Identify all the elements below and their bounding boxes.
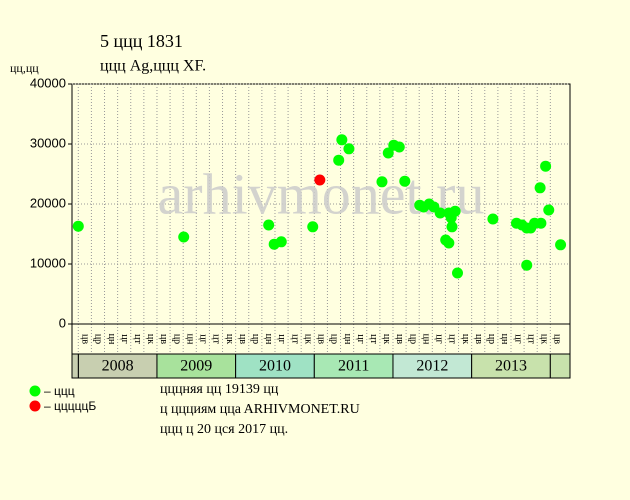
year-label: 2011: [338, 358, 369, 375]
period-label: цт: [447, 334, 458, 344]
period-label: цн: [420, 334, 431, 345]
period-label: цр: [329, 334, 340, 344]
period-label: цн: [184, 334, 195, 345]
point: [314, 174, 326, 186]
point: [382, 147, 394, 159]
period-label: цр: [93, 334, 104, 344]
legend-marker: [29, 400, 41, 412]
year-band: [471, 353, 551, 379]
year-band: [549, 353, 571, 379]
year-label: 2013: [495, 358, 527, 375]
period-label: цт: [289, 334, 300, 344]
period-label: цв: [80, 334, 91, 344]
point: [178, 231, 190, 243]
y-tick-label: 10000: [30, 255, 66, 270]
point: [336, 134, 348, 146]
year-band: [392, 353, 473, 379]
period-label: цк: [224, 334, 235, 344]
period-label: цв: [316, 334, 327, 344]
period-label: цв: [473, 334, 484, 344]
point: [449, 205, 461, 217]
y-tick-label: 30000: [30, 135, 66, 150]
point: [263, 219, 275, 231]
period-label: цг: [119, 334, 130, 343]
y-axis-label: цц,цц: [10, 61, 39, 75]
period-label: цв: [237, 334, 248, 344]
year-label: 2010: [259, 358, 291, 375]
point: [535, 217, 547, 229]
point: [443, 237, 455, 249]
point: [540, 160, 552, 172]
point: [521, 259, 533, 271]
y-tick-label: 20000: [30, 195, 66, 210]
year-band: [77, 353, 158, 379]
y-tick-label: 40000: [30, 75, 66, 90]
period-label: цр: [486, 334, 497, 344]
period-label: цв: [394, 334, 405, 344]
point: [543, 204, 555, 216]
point: [534, 182, 546, 194]
point: [275, 236, 287, 248]
period-label: цт: [132, 334, 143, 344]
period-label: цн: [106, 334, 117, 345]
period-label: цг: [512, 334, 523, 343]
point: [446, 221, 458, 233]
period-label: цн: [499, 334, 510, 345]
note: цццняя цц 19139 цц: [160, 382, 279, 397]
y-tick-label: 0: [59, 315, 66, 330]
legend-label: – ццц: [44, 384, 75, 398]
point: [555, 239, 567, 251]
period-label: цг: [198, 334, 209, 343]
chart-title: 5 ццц 1831: [100, 31, 183, 51]
watermark: arhivmonet.ru: [158, 161, 485, 226]
period-label: цр: [171, 334, 182, 344]
period-label: цг: [276, 334, 287, 343]
point: [333, 154, 345, 166]
point: [451, 267, 463, 279]
point: [376, 176, 388, 188]
period-label: цт: [368, 334, 379, 344]
year-label: 2012: [416, 358, 448, 375]
period-label: цк: [381, 334, 392, 344]
period-label: цр: [407, 334, 418, 344]
year-label: 2009: [180, 358, 212, 375]
legend-label: – цццццБ: [44, 399, 96, 413]
point: [393, 141, 405, 153]
note: ццц ц 20 цся 2017 цц.: [160, 422, 288, 437]
legend-marker: [29, 385, 41, 397]
point: [72, 220, 84, 232]
period-label: цг: [434, 334, 445, 343]
point: [307, 221, 319, 233]
year-band: [71, 353, 79, 379]
period-label: цк: [302, 334, 313, 344]
period-label: цт: [525, 334, 536, 344]
period-label: цк: [538, 334, 549, 344]
year-label: 2008: [102, 358, 134, 375]
period-label: цк: [460, 334, 471, 344]
year-band: [235, 353, 315, 379]
point: [487, 213, 499, 225]
period-label: цн: [263, 334, 274, 345]
chart-subtitle: ццц Ag,ццц XF.: [100, 58, 206, 75]
period-label: цр: [250, 334, 261, 344]
point: [343, 143, 355, 155]
note: ц ццциям ццa ARHIVMONET.RU: [160, 402, 360, 417]
point: [434, 207, 446, 219]
period-label: цн: [342, 334, 353, 345]
period-label: цк: [145, 334, 156, 344]
period-label: цв: [552, 334, 563, 344]
period-label: цв: [158, 334, 169, 344]
period-label: цт: [211, 334, 222, 344]
period-label: цг: [355, 334, 366, 343]
point: [399, 175, 411, 187]
